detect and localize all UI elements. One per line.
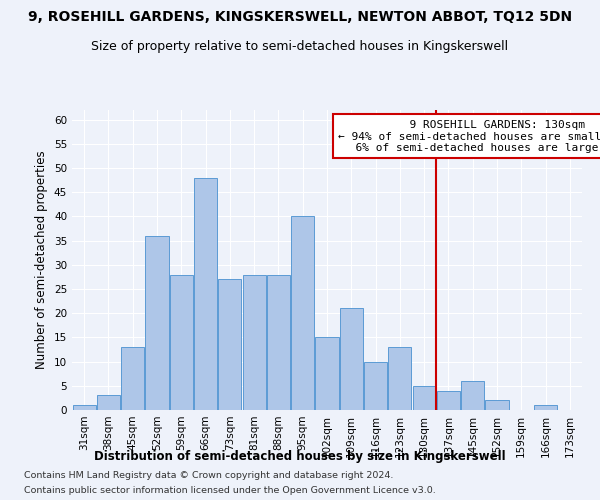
Y-axis label: Number of semi-detached properties: Number of semi-detached properties [35,150,49,370]
Bar [437,390,460,410]
Bar [364,362,387,410]
Bar [340,308,363,410]
Text: Distribution of semi-detached houses by size in Kingskerswell: Distribution of semi-detached houses by … [94,450,506,463]
Bar [388,347,412,410]
Bar [534,405,557,410]
Bar [121,347,144,410]
Text: 9 ROSEHILL GARDENS: 130sqm  
← 94% of semi-detached houses are smaller (284)
  6: 9 ROSEHILL GARDENS: 130sqm ← 94% of semi… [338,120,600,153]
Text: 9, ROSEHILL GARDENS, KINGSKERSWELL, NEWTON ABBOT, TQ12 5DN: 9, ROSEHILL GARDENS, KINGSKERSWELL, NEWT… [28,10,572,24]
Bar [97,396,120,410]
Bar [73,405,95,410]
Bar [145,236,169,410]
Text: Contains HM Land Registry data © Crown copyright and database right 2024.: Contains HM Land Registry data © Crown c… [24,471,394,480]
Bar [218,280,241,410]
Text: Size of property relative to semi-detached houses in Kingskerswell: Size of property relative to semi-detach… [91,40,509,53]
Bar [291,216,314,410]
Bar [194,178,217,410]
Bar [485,400,509,410]
Text: Contains public sector information licensed under the Open Government Licence v3: Contains public sector information licen… [24,486,436,495]
Bar [413,386,436,410]
Bar [242,274,266,410]
Bar [170,274,193,410]
Bar [267,274,290,410]
Bar [461,381,484,410]
Bar [316,338,338,410]
